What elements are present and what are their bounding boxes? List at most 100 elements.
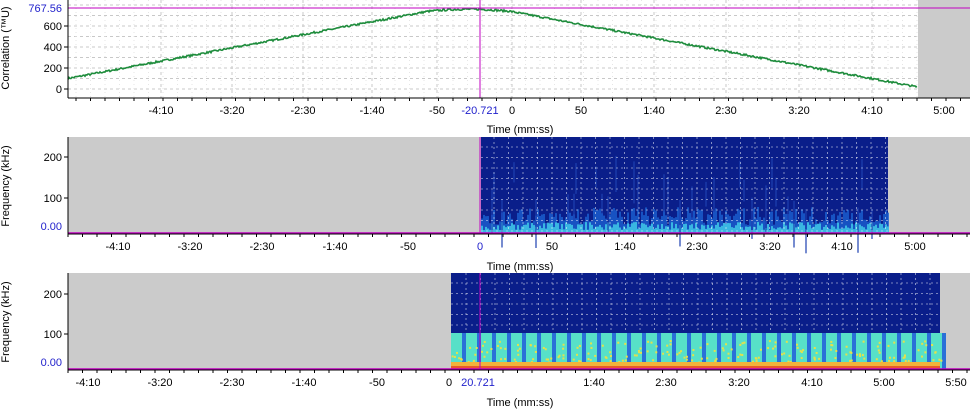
spectrogram-a-energy <box>691 223 693 233</box>
spectrogram-a-energy <box>777 227 779 233</box>
spectrogram-a-energy <box>717 222 719 233</box>
spectrogram-a-energy <box>607 196 609 232</box>
spectrogram-a-energy <box>691 186 693 225</box>
spectrogram-a-energy <box>509 213 511 233</box>
spectrogram-a-energy <box>659 229 661 233</box>
spectrogram-a-energy <box>485 216 487 233</box>
spectrogram-a-energy <box>603 229 605 233</box>
specA-xtick-12: 5:00 <box>904 241 925 253</box>
spectrogram-a-energy <box>753 208 755 233</box>
specB-xtick-2: -3:20 <box>147 377 172 389</box>
spectrogram-b-speckle <box>902 340 905 343</box>
spectrogram-b-image[interactable] <box>451 273 946 369</box>
spectrogram-b-speckle <box>813 358 816 361</box>
spectrogram-b-speckle <box>529 344 532 347</box>
correlation-plot-area[interactable] <box>68 0 970 98</box>
corr-xtick-11: 4:10 <box>861 105 882 117</box>
spectrogram-b-cursor-time: 20.721 <box>461 377 495 389</box>
correlation-panel[interactable]: Correlation (™U) 767.56 0 200 400 600 -4… <box>0 0 970 136</box>
spectrogram-a-energy <box>665 226 667 233</box>
spectrogram-b-speckle <box>903 354 906 357</box>
spectrogram-a-energy <box>697 208 699 233</box>
spectrogram-b-speckle <box>650 341 653 344</box>
spectrogram-b-band <box>556 333 567 369</box>
specB-xtick-8: 2:30 <box>655 377 676 389</box>
spectrogram-b-y-ticks <box>64 293 68 335</box>
spectrogram-b-speckle <box>759 348 762 351</box>
spectrogram-a-energy <box>735 225 737 233</box>
spectrogram-b-band <box>706 333 717 369</box>
spectrogram-a-energy <box>833 213 835 233</box>
spectrogram-b-band <box>612 333 616 369</box>
spectrogram-b-speckle <box>813 357 816 360</box>
spectrogram-a-energy <box>859 224 861 233</box>
spectrogram-a-energy <box>657 224 659 233</box>
spectrogram-b-band <box>807 333 811 369</box>
spectrogram-a-energy <box>707 224 709 233</box>
spectrogram-a-energy <box>821 229 823 233</box>
spectrogram-b-speckle <box>669 340 672 343</box>
spectrogram-a-energy <box>783 207 785 233</box>
spectrogram-a-energy <box>559 229 561 233</box>
spectrogram-a-energy <box>811 228 813 233</box>
spectrogram-a-energy <box>699 210 701 233</box>
spectrogram-b-speckle <box>640 351 643 354</box>
spectrogram-a-panel[interactable]: Frequency (kHz) 0.00 100 200 -4:10 -3:20… <box>0 137 970 273</box>
corr-xtick-12: 5:00 <box>933 105 954 117</box>
spectrogram-b-speckle <box>475 346 478 349</box>
spectrogram-a-energy <box>695 222 697 233</box>
specA-xtick-6: 0 <box>477 241 483 253</box>
spectrogram-b-band <box>616 333 627 369</box>
correlation-y-label: Correlation (™U) <box>0 6 12 89</box>
spectrogram-b-band <box>582 333 586 369</box>
spectrogram-b-band <box>642 333 646 369</box>
spectrogram-a-energy <box>817 223 819 233</box>
spectrogram-a-energy <box>865 219 867 233</box>
spectrogram-a-energy <box>719 226 721 233</box>
spectrogram-a-energy <box>577 224 579 233</box>
spectrogram-b-speckle <box>706 343 709 346</box>
spectrogram-a-energy <box>647 216 649 233</box>
spectrogram-a-energy <box>509 225 511 233</box>
spectrogram-a-energy <box>629 226 631 233</box>
spectrogram-b-speckle <box>800 351 803 354</box>
spectrogram-b-speckle <box>715 357 718 360</box>
spectrogram-a-energy <box>831 214 833 233</box>
spectrogram-a-energy <box>579 224 581 233</box>
spectrogram-a-energy <box>775 177 777 207</box>
spectrogram-a-energy <box>797 226 799 233</box>
spectrogram-a-energy <box>583 221 585 233</box>
spectrogram-b-speckle <box>676 353 679 356</box>
spectrogram-a-image[interactable] <box>481 137 889 254</box>
spectrogram-b-speckle <box>666 350 669 353</box>
spectrogram-b-ytick-200: 200 <box>44 289 62 301</box>
spectrogram-a-energy <box>827 228 829 233</box>
spectrogram-a-energy <box>633 161 635 204</box>
spectrogram-a-energy <box>705 224 707 233</box>
spectrogram-b-band <box>597 333 601 369</box>
spectrogram-b-speckle <box>849 359 852 362</box>
spectrogram-a-energy <box>731 220 733 233</box>
spectrogram-b-band <box>672 333 676 369</box>
spectrogram-b-speckle <box>721 347 724 350</box>
spectrogram-a-energy <box>521 226 523 233</box>
spectrogram-a-energy <box>549 223 551 233</box>
spectrogram-a-energy <box>799 222 801 233</box>
spectrogram-a-energy <box>493 226 495 233</box>
spectrogram-a-energy <box>553 216 555 233</box>
spectrogram-b-speckle <box>455 351 458 354</box>
specB-xtick-3: -2:30 <box>219 377 244 389</box>
spectrogram-a-energy <box>789 222 791 233</box>
spectrogram-a-energy <box>727 222 729 233</box>
spectrogram-a-energy <box>771 158 773 188</box>
specB-xtick-7: 1:40 <box>583 377 604 389</box>
spectrogram-a-energy <box>637 174 639 210</box>
spectrogram-b-speckle <box>609 351 612 354</box>
spectrogram-b-speckle <box>483 355 486 358</box>
spectrogram-b-speckle <box>845 345 848 348</box>
spectrogram-b-band <box>751 333 762 369</box>
spectrogram-a-energy <box>681 217 683 233</box>
spectrogram-b-panel[interactable]: Frequency (kHz) 0.00 100 200 -4:10 -3:20… <box>0 273 970 409</box>
spectrogram-a-energy <box>545 222 547 233</box>
specA-xtick-2: -3:20 <box>177 241 202 253</box>
